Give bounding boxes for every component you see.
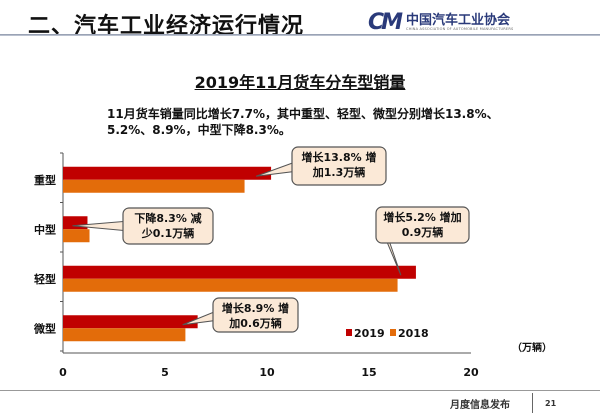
bar-2019 [63,265,416,279]
x-tick-label: 0 [59,366,67,379]
x-tick-label: 20 [463,366,479,379]
logo: CM 中国汽车工业协会 CHINA ASSOCIATION OF AUTOMOBI… [368,10,513,35]
callout-text: 加1.3万辆 [312,165,366,179]
callout-text: 0.9万辆 [402,225,444,239]
callout-box [122,207,214,245]
bar-2019 [63,315,198,329]
bar-2018 [63,278,398,292]
callout-box [375,206,470,244]
callout-text: 少0.1万辆 [141,226,195,240]
logo-mark: CM [368,10,403,35]
callout-text: 增长8.9% 增 [222,301,289,315]
bar-2018 [63,328,186,342]
x-tick-label: 5 [161,366,169,379]
logo-org: 中国汽车工业协会 [406,12,511,28]
bar-2019 [63,166,272,180]
chart-subtitle: 11月货车销量同比增长7.7%，其中重型、轻型、微型分别增长13.8%、5.2%… [107,107,499,137]
bar-2018 [63,179,245,193]
header-divider [0,34,600,36]
legend-label: 2018 [398,327,429,340]
logo-org-en: CHINA ASSOCIATION OF AUTOMOBILE MANUFACT… [406,26,514,31]
legend-label: 2019 [354,327,385,340]
unit-label: （万辆） [512,341,552,354]
category-label: 微型 [33,321,56,335]
x-tick-label: 10 [259,366,275,379]
page-number: 21 [545,399,557,408]
category-label: 中型 [34,222,56,236]
chart-title: 2019年11月货车分车型销量 [194,73,406,92]
legend-swatch-2018 [390,329,396,336]
callout-text: 增长13.8% 增 [302,150,377,164]
bar-2018 [63,229,90,243]
page-separator [532,393,533,413]
x-tick-label: 15 [361,366,376,379]
footer-label: 月度信息发布 [450,400,510,411]
category-label: 轻型 [34,272,56,286]
callout-text: 增长5.2% 增加 [383,210,461,224]
footer-divider [0,390,600,391]
callout-box [291,146,387,186]
category-label: 重型 [34,173,56,187]
callout-box [212,297,299,333]
callout-text: 加0.6万辆 [228,316,282,330]
legend-swatch-2019 [346,329,352,336]
callout-text: 下降8.3% 减 [134,211,201,225]
